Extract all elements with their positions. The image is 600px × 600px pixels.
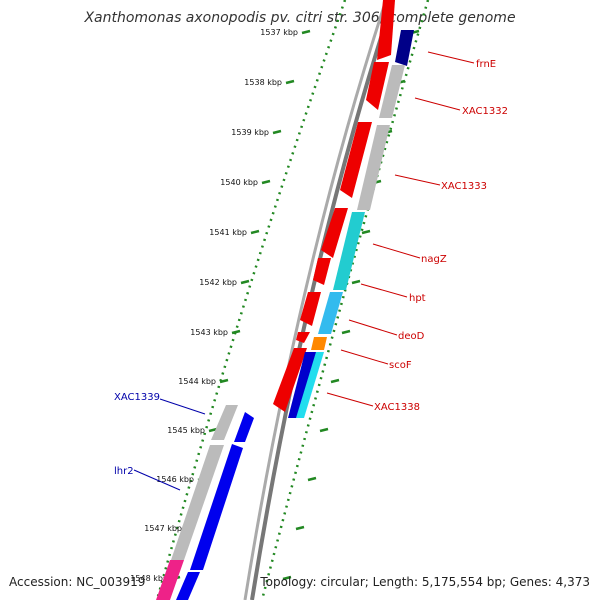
gene-blue	[234, 412, 254, 442]
gene-gray	[171, 445, 224, 560]
ruler-tick	[282, 575, 292, 581]
gene-orange	[311, 337, 327, 350]
gene-label-xac1338: XAC1338	[374, 402, 420, 413]
ruler-tick	[231, 329, 241, 335]
gene-label-deod: deoD	[398, 331, 425, 342]
gene-red	[321, 208, 348, 258]
ruler-tick	[250, 229, 260, 235]
gene-cyan	[296, 352, 324, 418]
map-title: Xanthomonas axonopodis pv. citri str. 30…	[84, 10, 516, 26]
ruler-label: 1537 kbp	[260, 28, 298, 37]
gene-label-frne: frnE	[476, 59, 496, 70]
ruler-label: 1545 kbp	[167, 426, 205, 435]
ruler-label: 1547 kbp	[144, 524, 182, 533]
gene-blue	[176, 572, 200, 600]
accession-text: Accession: NC_003919	[9, 575, 146, 589]
gene-label-scof: scoF	[389, 360, 412, 371]
ruler-tick	[219, 378, 229, 384]
gene-blue	[190, 444, 243, 570]
gene-red	[340, 122, 372, 198]
ruler-tick	[272, 129, 282, 135]
gene-gray	[211, 405, 238, 440]
ruler-label: 1544 kbp	[178, 377, 216, 386]
gene-blue	[288, 352, 317, 418]
gene-gray	[379, 65, 405, 118]
ruler-tick	[301, 29, 311, 35]
backbone-inner	[243, 0, 388, 600]
gene-label-xac1332: XAC1332	[462, 106, 508, 117]
gene-red	[296, 332, 310, 343]
ruler-tick	[319, 427, 329, 433]
gene-red	[377, 0, 395, 60]
gene-label-hpt: hpt	[409, 293, 426, 304]
ruler-label: 1540 kbp	[220, 178, 258, 187]
ruler-dots-left	[155, 0, 347, 600]
ruler-tick	[351, 279, 361, 285]
gene-label-xac1333: XAC1333	[441, 181, 487, 192]
backbone-outer	[250, 0, 395, 600]
gene-cyan	[318, 292, 343, 334]
gene-gray	[357, 125, 390, 210]
ruler-label: 1542 kbp	[199, 278, 237, 287]
ruler-tick	[341, 329, 351, 335]
ruler-tick	[240, 279, 250, 285]
gene-label-xac1339: XAC1339	[114, 392, 160, 403]
ruler-label: 1546 kbp	[156, 475, 194, 484]
ruler-tick	[330, 378, 340, 384]
ruler-label: 1541 kbp	[209, 228, 247, 237]
ruler-label: 1543 kbp	[190, 328, 228, 337]
gene-red	[366, 62, 389, 110]
topology-text: Topology: circular; Length: 5,175,554 bp…	[260, 575, 590, 589]
ruler-dots-right	[260, 0, 430, 600]
ruler-tick	[361, 229, 371, 235]
ruler-label: 1548 kbp	[130, 574, 168, 583]
gene-red	[273, 348, 307, 412]
gene-red	[300, 292, 321, 326]
ruler-tick	[285, 79, 295, 85]
gene-label-lhr2: lhr2	[114, 466, 134, 477]
ruler-tick	[261, 179, 271, 185]
ruler-label: 1538 kbp	[244, 78, 282, 87]
ruler-label: 1539 kbp	[231, 128, 269, 137]
ruler-tick	[307, 476, 317, 482]
ruler-tick	[295, 525, 305, 531]
gene-cyan	[333, 212, 365, 290]
gene-navy	[395, 30, 414, 66]
gene-label-nagz: nagZ	[421, 254, 447, 265]
gene-pink	[156, 560, 184, 600]
gene-red	[313, 258, 331, 285]
